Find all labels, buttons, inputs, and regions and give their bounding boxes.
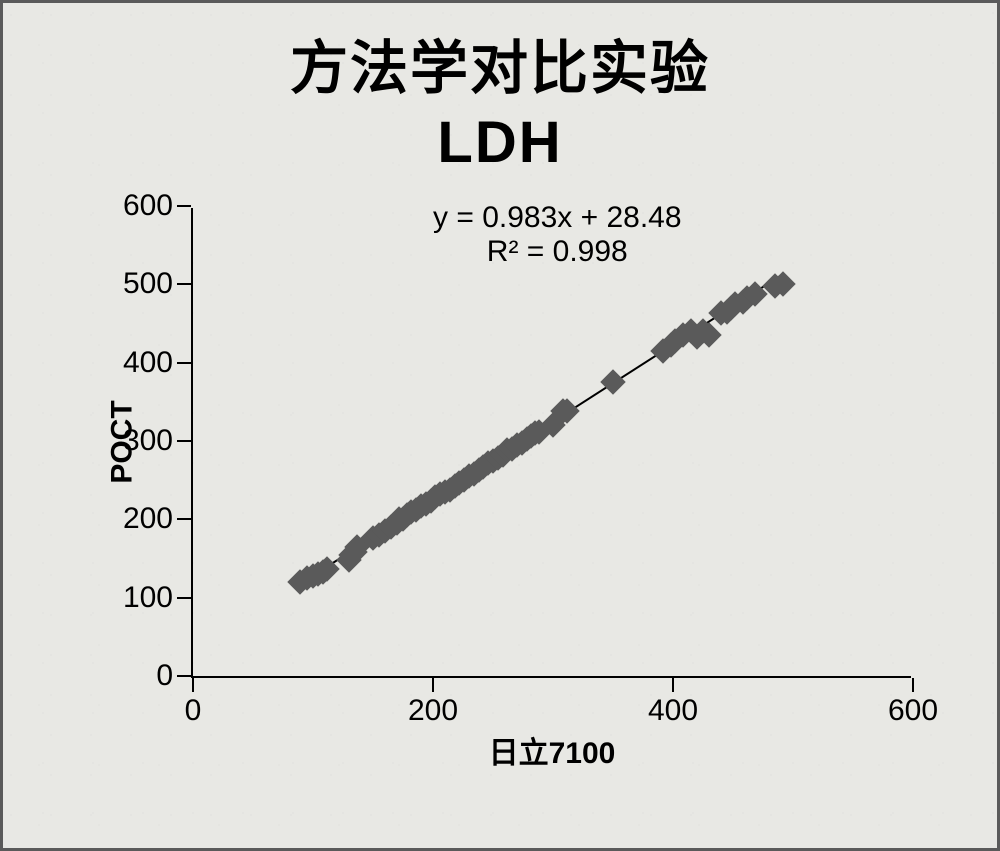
chart-title-line1: 方法学对比实验 — [3, 21, 997, 105]
y-tick — [177, 597, 191, 599]
y-tick-label: 0 — [156, 659, 173, 693]
equation-line-2: R² = 0.998 — [433, 235, 682, 269]
y-tick — [177, 440, 191, 442]
x-axis-label: 日立7100 — [489, 728, 616, 772]
chart-title-block: 方法学对比实验 LDH — [3, 3, 997, 176]
x-axis-label-number: 7100 — [549, 737, 616, 770]
x-tick-label: 600 — [888, 694, 938, 728]
x-tick — [912, 678, 914, 692]
x-tick — [672, 678, 674, 692]
y-tick — [177, 362, 191, 364]
y-tick — [177, 675, 191, 677]
x-axis-label-prefix: 日立 — [489, 737, 549, 770]
y-tick-label: 600 — [123, 189, 173, 223]
y-tick — [177, 205, 191, 207]
y-tick-label: 400 — [123, 346, 173, 380]
plot-area: POCT 日立7100 y = 0.983x + 28.48 R² = 0.99… — [191, 208, 911, 678]
y-tick — [177, 518, 191, 520]
scatter-chart: POCT 日立7100 y = 0.983x + 28.48 R² = 0.99… — [51, 198, 971, 798]
x-tick-label: 0 — [185, 694, 202, 728]
y-tick — [177, 283, 191, 285]
x-tick-label: 400 — [648, 694, 698, 728]
y-tick-label: 500 — [123, 267, 173, 301]
y-tick-label: 200 — [123, 502, 173, 536]
x-tick — [192, 678, 194, 692]
chart-title-line2: LDH — [3, 109, 997, 176]
regression-equation: y = 0.983x + 28.48 R² = 0.998 — [433, 201, 682, 269]
y-tick-label: 100 — [123, 581, 173, 615]
data-point — [600, 370, 625, 395]
y-tick-label: 300 — [123, 424, 173, 458]
equation-line-1: y = 0.983x + 28.48 — [433, 201, 682, 235]
x-tick — [432, 678, 434, 692]
x-tick-label: 200 — [408, 694, 458, 728]
